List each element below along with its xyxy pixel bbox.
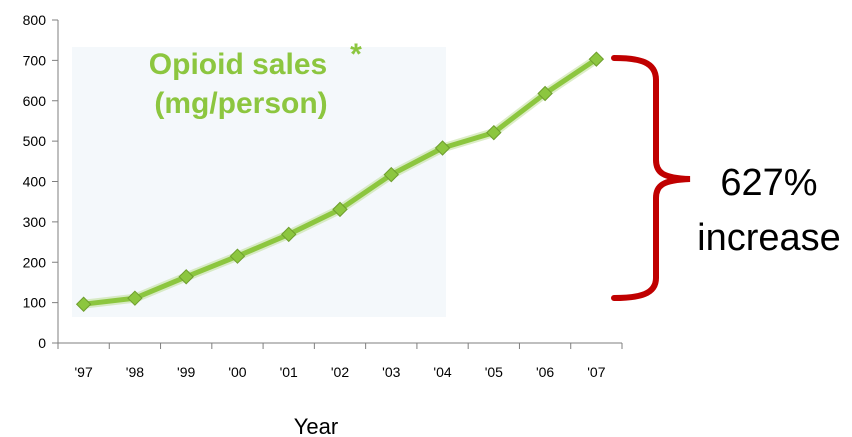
y-tick-label: 400	[23, 174, 47, 190]
data-point-marker	[127, 290, 143, 306]
data-point-marker	[332, 201, 348, 218]
y-tick-label: 300	[23, 214, 47, 230]
y-tick-label: 500	[23, 133, 47, 149]
data-point-marker	[486, 124, 502, 141]
data-point-marker	[178, 269, 194, 285]
chart-title-line1: Opioid sales	[149, 48, 327, 81]
x-tick-label: '98	[126, 364, 144, 380]
y-tick-label: 800	[23, 12, 47, 28]
chart-title-line2: (mg/person)	[154, 87, 327, 120]
x-axis-label: Year	[294, 414, 338, 437]
data-point-marker	[588, 51, 605, 67]
data-point-marker	[383, 166, 399, 183]
increase-percent-label: 627%	[720, 162, 817, 204]
increase-bracket	[611, 55, 691, 301]
x-tick-label: '03	[382, 364, 400, 380]
data-point-marker	[537, 85, 553, 102]
increase-word-label: increase	[697, 217, 841, 259]
x-tick-label: '01	[280, 364, 298, 380]
y-tick-label: 200	[23, 254, 47, 270]
series-opioid-sales	[75, 51, 605, 312]
y-tick-label: 600	[23, 93, 47, 109]
y-tick-label: 700	[23, 52, 47, 68]
x-tick-label: '05	[485, 364, 503, 380]
data-point-marker	[229, 248, 246, 264]
y-tick-label: 100	[23, 295, 47, 311]
x-tick-label: '00	[228, 364, 246, 380]
x-tick-label: '06	[536, 364, 554, 380]
data-point-marker	[75, 296, 92, 312]
y-tick-label: 0	[38, 335, 46, 351]
data-point-marker	[434, 140, 451, 156]
x-tick-label: '04	[433, 364, 451, 380]
y-axis: 0 100 200 300 400 500 600 700 800	[23, 12, 59, 351]
x-tick-label: '97	[75, 364, 93, 380]
x-tick-label: '07	[587, 364, 605, 380]
data-point-marker	[281, 226, 297, 243]
title-asterisk: *	[350, 38, 362, 71]
x-axis: '97 '98 '99 '00 '01 '02 '03 '04 '05 '06 '07	[57, 342, 623, 380]
x-tick-label: '99	[177, 364, 195, 380]
x-tick-label: '02	[331, 364, 349, 380]
